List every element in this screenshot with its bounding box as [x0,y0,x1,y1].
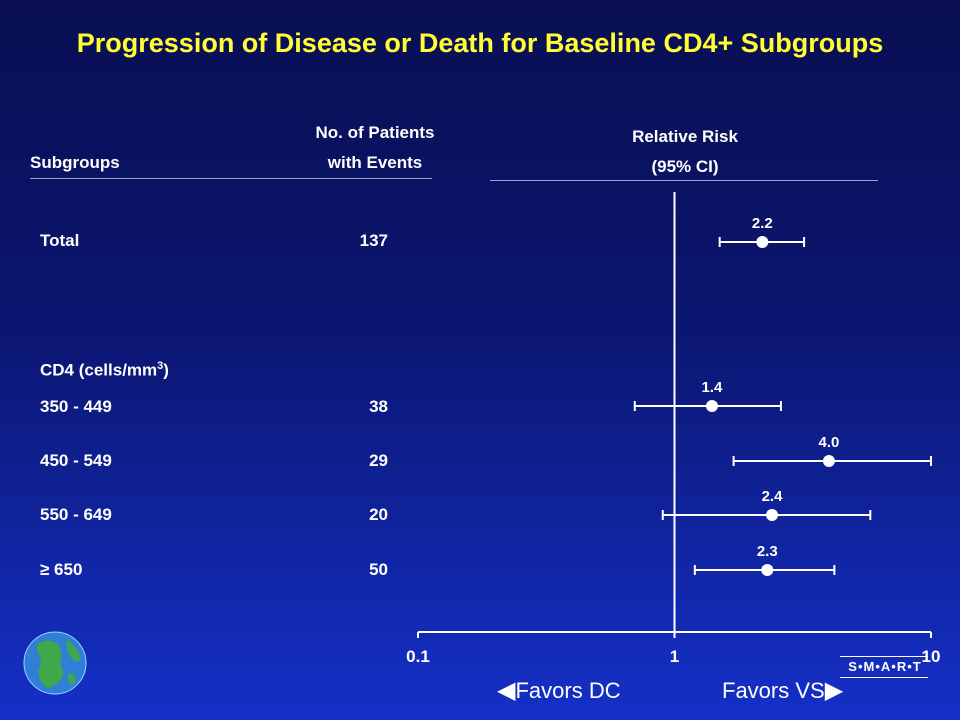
smart-logo-text: S•M•A•R•T [848,659,922,674]
rr-value-label: 2.3 [757,543,778,560]
event-count: 137 [359,231,388,250]
cd4-section-label: CD4 (cells/mm3) [40,360,169,380]
rr-point [756,236,769,248]
event-count: 20 [369,505,388,524]
event-count: 50 [369,560,388,579]
patients-header-line2: with Events [327,153,423,172]
x-tick-label: 1 [670,647,679,666]
rr-value-label: 4.0 [818,434,839,451]
event-count: 38 [369,397,388,416]
rr-value-label: 1.4 [702,379,724,396]
rr-value-label: 2.2 [752,215,773,232]
page-title: Progression of Disease or Death for Base… [76,28,884,58]
x-tick-label: 0.1 [406,647,430,666]
globe-icon [22,630,88,696]
rr-point [766,509,779,521]
subgroup-label: 550 - 649 [40,505,112,524]
favors-dc-label: ◀Favors DC [497,677,621,704]
patients-header-line1: No. of Patients [315,123,435,142]
rr-value-label: 2.4 [762,488,784,505]
subgroups-header: Subgroups [30,153,120,172]
rr-point [705,400,718,412]
left-header-rule [30,178,432,179]
event-count: 29 [369,451,388,470]
subgroup-label: 350 - 449 [40,397,112,416]
favors-vs-label: Favors VS▶ [722,677,844,704]
rr-header-line1: Relative Risk [632,127,738,146]
smart-logo: S•M•A•R•T [840,656,930,678]
left-triangle-icon: ◀ [497,677,516,704]
right-triangle-icon: ▶ [824,677,844,704]
rr-point [822,455,835,467]
rr-header-line2: (95% CI) [651,157,719,176]
x-tick-label: 10 [922,647,941,666]
rr-point [761,564,774,576]
subgroup-label: Total [40,231,80,250]
subgroup-label: 450 - 549 [40,451,112,470]
right-header-rule [490,180,878,181]
subgroup-label: ≥ 650 [40,560,83,579]
